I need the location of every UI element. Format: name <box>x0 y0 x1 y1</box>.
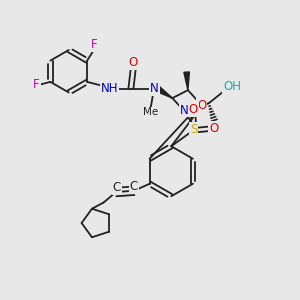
Text: O: O <box>209 122 218 135</box>
Polygon shape <box>156 86 172 98</box>
Text: S: S <box>190 123 197 136</box>
Text: O: O <box>129 56 138 69</box>
Text: N: N <box>180 103 188 116</box>
Text: C: C <box>130 180 138 193</box>
Text: NH: NH <box>101 82 119 95</box>
Text: F: F <box>33 78 40 91</box>
Text: O: O <box>209 122 218 135</box>
Text: O: O <box>197 99 206 112</box>
Text: O: O <box>129 56 138 69</box>
Text: C: C <box>130 180 138 193</box>
Text: Me: Me <box>143 107 158 117</box>
Text: S: S <box>190 123 197 136</box>
Text: Me: Me <box>143 107 158 117</box>
Text: NH: NH <box>101 82 119 95</box>
Text: F: F <box>91 38 98 51</box>
Text: C: C <box>112 181 121 194</box>
Text: O: O <box>189 103 198 116</box>
Text: N: N <box>180 103 188 116</box>
Text: OH: OH <box>223 80 241 93</box>
Text: F: F <box>91 38 98 51</box>
Text: C: C <box>112 181 121 194</box>
Text: O: O <box>189 103 198 116</box>
Text: N: N <box>150 82 159 95</box>
Polygon shape <box>184 72 189 90</box>
Text: OH: OH <box>223 80 241 93</box>
Text: F: F <box>33 78 40 91</box>
Text: N: N <box>150 82 159 95</box>
Text: O: O <box>197 99 206 112</box>
